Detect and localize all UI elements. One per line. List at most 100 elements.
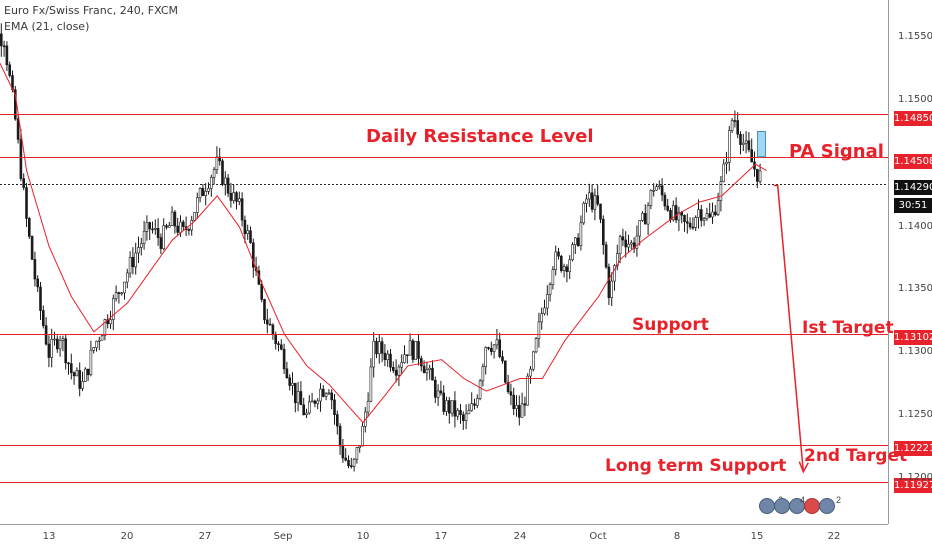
candle-body (585, 198, 588, 204)
candle-body (509, 391, 513, 396)
candle-body (366, 400, 370, 413)
candle-body (344, 457, 348, 461)
candle-body (685, 221, 689, 224)
candle-body (699, 209, 703, 221)
candle-body (140, 243, 143, 248)
candle-body (419, 358, 423, 367)
candle-body (75, 370, 79, 377)
event-count: 2 (836, 495, 842, 505)
candle-body (347, 459, 350, 467)
swiss-flag-event-icon[interactable] (804, 498, 820, 514)
pa-signal-candle[interactable] (757, 131, 766, 158)
candle-body (736, 120, 740, 135)
x-tick: 10 (356, 531, 370, 542)
candle-body (727, 130, 731, 163)
candle-body (590, 192, 594, 210)
candle-body (291, 382, 294, 386)
candle-body (445, 400, 448, 412)
candle-body (394, 370, 398, 376)
candle-body (487, 347, 490, 349)
candle-body (461, 414, 465, 422)
candle-body (587, 192, 591, 200)
candle-body (0, 33, 3, 47)
candle-body (41, 310, 45, 326)
candle-body (669, 210, 672, 221)
candle-body (484, 347, 488, 368)
candle-body (730, 120, 734, 131)
candle-body (349, 465, 353, 468)
candle-body (562, 266, 566, 272)
candle-body (372, 340, 376, 368)
candle-body (638, 220, 642, 237)
candle-body (8, 64, 11, 76)
candle-body (523, 403, 527, 406)
candle-body (282, 348, 286, 370)
candle-body (210, 177, 213, 189)
candle-body (400, 362, 404, 368)
candle-body (246, 230, 249, 234)
candle-body (310, 400, 314, 403)
y-tick: 1.15000 (898, 94, 932, 105)
candle-body (433, 379, 437, 398)
candle-body (358, 445, 362, 448)
x-tick: 24 (513, 531, 527, 542)
candle-body (134, 252, 137, 268)
candle-body (554, 251, 558, 270)
candle-body (50, 338, 54, 358)
candle-body (361, 425, 364, 447)
economic-event-icon[interactable] (819, 498, 835, 514)
candle-body (53, 338, 56, 341)
candle-body (643, 213, 647, 225)
candle-body (212, 169, 216, 178)
candle-body (417, 341, 420, 359)
y-tick: 1.14000 (898, 221, 932, 232)
candle-body (335, 414, 339, 427)
candle-body (187, 229, 191, 231)
candle-body (72, 372, 76, 377)
economic-event-icon[interactable] (774, 498, 790, 514)
candle-body (515, 405, 518, 409)
candle-body (249, 230, 252, 244)
candle-body (568, 259, 572, 272)
candle-body (182, 221, 185, 227)
x-tick: 8 (673, 531, 681, 542)
candle-body (498, 339, 502, 357)
candle-body (531, 351, 535, 370)
candle-body (391, 366, 395, 371)
candle-body (22, 178, 26, 188)
candle-body (232, 192, 235, 201)
candle-body (414, 341, 418, 360)
candle-body (240, 198, 244, 221)
resistance-price-badge: 1.14850 (894, 111, 932, 126)
candle-body (719, 181, 723, 201)
candle-body (716, 200, 720, 216)
candle-body (453, 400, 457, 417)
candle-body (299, 391, 303, 406)
candle-body (30, 236, 34, 260)
candle-body (671, 205, 675, 220)
candle-body (2, 45, 6, 48)
candle-body (397, 366, 401, 376)
long-term-price-badge: 1.11927 (894, 478, 932, 493)
candle-body (512, 394, 516, 410)
candle-body (263, 299, 266, 321)
candle-body (156, 228, 160, 238)
candle-body (705, 213, 709, 219)
chart-symbol-header: Euro Fx/Swiss Franc, 240, FXCM (4, 4, 178, 17)
candle-body (128, 256, 132, 274)
economic-event-icon[interactable] (759, 498, 775, 514)
candle-body (196, 197, 199, 213)
candle-body (582, 203, 586, 224)
candle-body (596, 195, 600, 205)
y-tick: 1.13500 (898, 283, 932, 294)
candle-body (677, 211, 681, 221)
candle-body (265, 319, 269, 325)
candle-body (559, 255, 563, 272)
candle-body (540, 313, 544, 323)
candle-body (168, 225, 171, 228)
candle-body (708, 213, 712, 218)
candle-body (19, 139, 23, 179)
candle-body (624, 239, 628, 248)
candle-body (495, 339, 499, 346)
candle-body (204, 191, 207, 197)
